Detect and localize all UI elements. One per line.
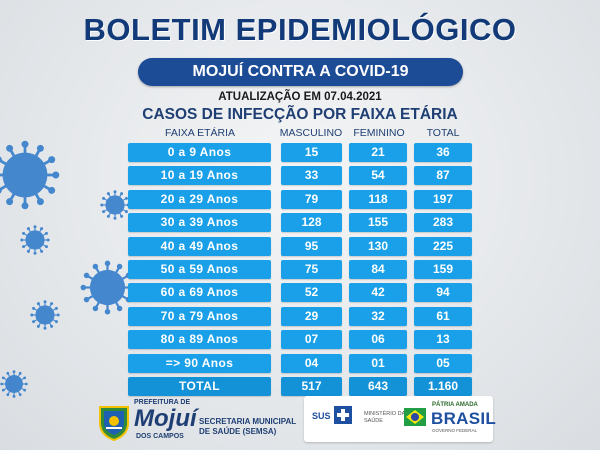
coronavirus-icon [30,300,60,330]
cell-male: 52 [281,283,342,302]
total-cell-total: 1.160 [414,377,472,396]
cell-female: 32 [349,307,407,326]
cell-female: 06 [349,330,407,349]
ministerio-label: MINISTÉRIO DA SAÚDE [364,411,405,425]
cell-male: 33 [281,166,342,185]
column-header-female: FEMININO [353,127,405,139]
cell-total: 13 [414,330,472,349]
city-suffix: DOS CAMPOS [136,433,184,440]
page-title: BOLETIM EPIDEMIOLÓGICO [83,12,517,47]
patria-amada-label: PÁTRIA AMADA [432,402,478,408]
sus-label: SUS [312,411,331,421]
subtitle-banner: MOJUÍ CONTRA A COVID-19 [138,58,463,86]
total-cell-male: 517 [281,377,342,396]
secretaria-line2: DE SAÚDE (SEMSA) [199,427,277,436]
cell-male: 07 [281,330,342,349]
cell-male: 75 [281,260,342,279]
prefeitura-label: PREFEITURA DE [134,399,191,406]
cell-female: 21 [349,143,407,162]
governo-federal-label: GOVERNO FEDERAL [432,428,478,433]
ministerio-line2: SAÚDE [364,418,383,424]
cell-female: 130 [349,237,407,256]
secretaria-line1: SECRETARIA MUNICIPAL [199,417,297,426]
cell-age: 20 a 29 Anos [128,190,271,209]
cell-male: 95 [281,237,342,256]
municipal-logo: PREFEITURA DE Mojuí DOS CAMPOS SECRETARI… [94,397,304,445]
cell-male: 15 [281,143,342,162]
cell-female: 84 [349,260,407,279]
column-header-age: FAIXA ETÁRIA [164,127,236,139]
cell-total: 197 [414,190,472,209]
cell-female: 54 [349,166,407,185]
cell-female: 42 [349,283,407,302]
cell-female: 155 [349,213,407,232]
coronavirus-icon [80,260,135,315]
cell-male: 04 [281,354,342,373]
secretaria-label: SECRETARIA MUNICIPAL DE SAÚDE (SEMSA) [199,417,296,437]
cell-age: 50 a 59 Anos [128,260,271,279]
cell-total: 283 [414,213,472,232]
sus-cross-icon [334,406,352,424]
cell-age: 0 a 9 Anos [128,143,271,162]
update-date: ATUALIZAÇÃO EM 07.04.2021 [218,91,382,103]
cell-age: 30 a 39 Anos [128,213,271,232]
municipal-crest-icon [99,406,129,441]
cell-age: => 90 Anos [128,354,271,373]
city-name: Mojuí [134,405,197,432]
coronavirus-icon [100,190,130,220]
cell-total: 94 [414,283,472,302]
cell-age: 40 a 49 Anos [128,237,271,256]
coronavirus-icon [20,225,50,255]
brazil-flag-icon [404,408,426,426]
cell-total: 05 [414,354,472,373]
cell-male: 79 [281,190,342,209]
total-cell-age: TOTAL [128,377,271,396]
section-title: CASOS DE INFECÇÃO POR FAIXA ETÁRIA [142,106,458,123]
cell-female: 01 [349,354,407,373]
coronavirus-icon [0,370,28,398]
cell-total: 225 [414,237,472,256]
column-header-male: MASCULINO [279,127,343,139]
cell-female: 118 [349,190,407,209]
cell-male: 29 [281,307,342,326]
cell-age: 70 a 79 Anos [128,307,271,326]
brasil-label: BRASIL [431,409,497,428]
cell-age: 80 a 89 Anos [128,330,271,349]
cell-total: 36 [414,143,472,162]
column-header-total: TOTAL [426,127,460,139]
cell-total: 61 [414,307,472,326]
coronavirus-icon [0,140,60,210]
cell-total: 159 [414,260,472,279]
cell-age: 60 a 69 Anos [128,283,271,302]
federal-logos: SUS MINISTÉRIO DA SAÚDE PÁTRIA AMADA BRA… [304,396,497,442]
cell-total: 87 [414,166,472,185]
total-cell-female: 643 [349,377,407,396]
cell-age: 10 a 19 Anos [128,166,271,185]
cell-male: 128 [281,213,342,232]
ministerio-line1: MINISTÉRIO DA [364,411,406,417]
